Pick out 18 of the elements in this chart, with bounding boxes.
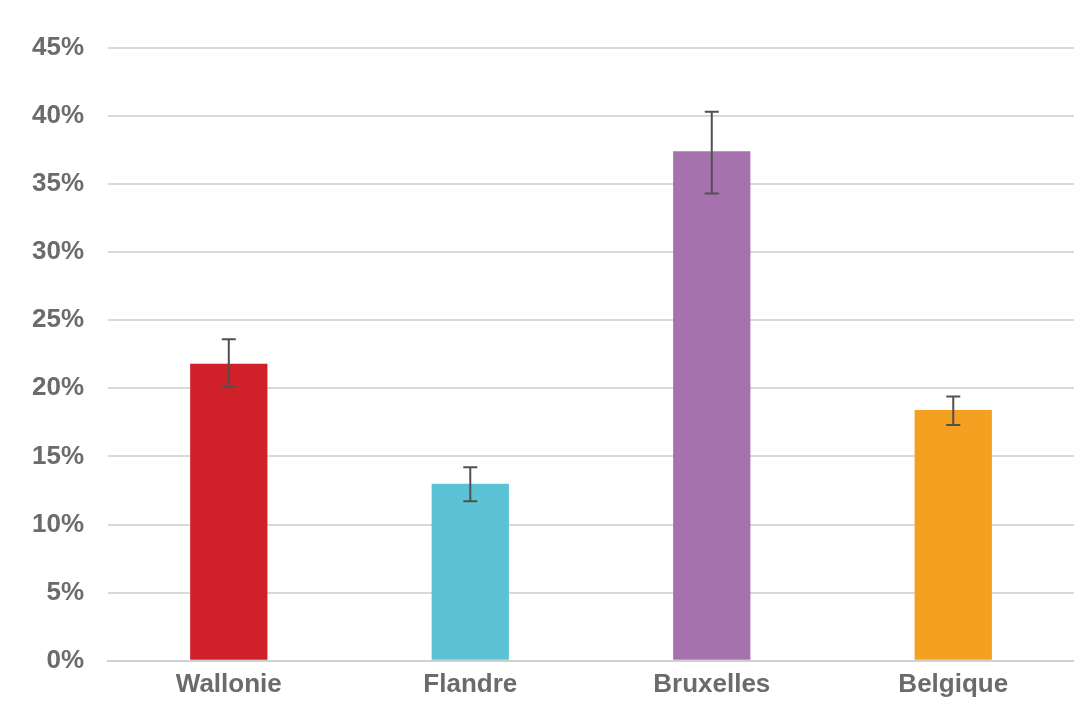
y-tick-label: 30% xyxy=(31,235,85,266)
x-tick-label: Wallonie xyxy=(175,667,282,698)
bar xyxy=(673,151,751,660)
x-tick-label: Belgique xyxy=(898,667,1009,698)
x-tick-label: Flandre xyxy=(423,667,518,698)
y-tick-label: 40% xyxy=(31,98,85,129)
bar xyxy=(190,363,268,660)
y-tick-label: 35% xyxy=(31,167,85,198)
bar xyxy=(431,483,509,660)
y-tick-label: 25% xyxy=(31,303,85,334)
y-tick-label: 10% xyxy=(31,507,85,538)
y-tick-label: 5% xyxy=(46,575,85,606)
y-tick-label: 45% xyxy=(31,30,85,61)
bar xyxy=(914,410,992,660)
x-tick-label: Bruxelles xyxy=(653,667,771,698)
y-tick-label: 15% xyxy=(31,439,85,470)
y-tick-label: 0% xyxy=(46,643,85,674)
y-tick-label: 20% xyxy=(31,371,85,402)
